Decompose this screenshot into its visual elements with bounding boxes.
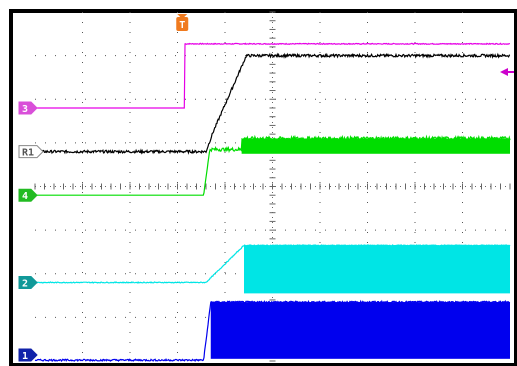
trigger-marker[interactable]: T bbox=[176, 14, 189, 31]
channel-marker-label: 1 bbox=[22, 351, 28, 362]
trace-3 bbox=[35, 42, 510, 109]
channel-marker-label: 3 bbox=[22, 104, 28, 115]
channel-marker-label: R1 bbox=[22, 148, 34, 159]
channel-marker-r1[interactable]: R1 bbox=[18, 145, 44, 159]
channel-marker-label: 2 bbox=[22, 278, 28, 289]
trace-band-4 bbox=[241, 138, 510, 154]
channel-marker-1[interactable]: 1 bbox=[18, 348, 38, 362]
channel-marker-label: 4 bbox=[22, 191, 28, 202]
traces bbox=[34, 42, 511, 363]
channel-marker-2[interactable]: 2 bbox=[18, 275, 38, 289]
trace-band-2 bbox=[244, 245, 510, 294]
channel-marker-3[interactable]: 3 bbox=[18, 101, 38, 115]
trigger-level-icon[interactable] bbox=[500, 68, 514, 76]
channel-markers: 3 R1 4 2 1 T bbox=[18, 14, 514, 362]
trace-1 bbox=[34, 299, 511, 363]
trace-r1 bbox=[34, 52, 511, 155]
trigger-label: T bbox=[179, 20, 185, 31]
trace-band-1 bbox=[210, 302, 510, 359]
channel-marker-4[interactable]: 4 bbox=[18, 188, 38, 202]
trace-2 bbox=[34, 244, 511, 284]
trace-4 bbox=[35, 134, 511, 196]
